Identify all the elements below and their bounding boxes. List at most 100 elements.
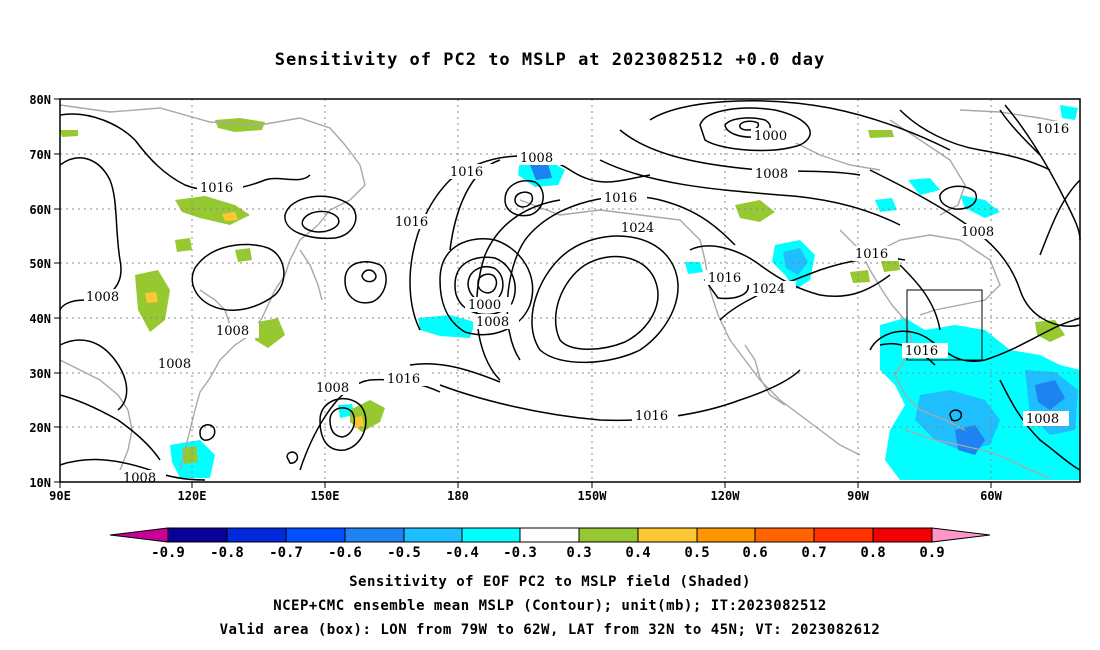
negative-sensitivity-area	[875, 198, 897, 212]
colorbar-label: 0.9	[919, 545, 944, 561]
contour-label: 1024	[621, 221, 654, 236]
lat-label: 10N	[29, 476, 51, 490]
contour-line	[899, 109, 1051, 171]
axis-ticks	[54, 98, 992, 488]
contour-line	[504, 180, 544, 217]
coastline	[59, 104, 366, 319]
contour-line	[59, 458, 206, 481]
contour-label: 1016	[450, 165, 483, 180]
contour-line	[59, 339, 128, 411]
lat-label: 50N	[29, 257, 51, 271]
lon-label: 90E	[49, 489, 71, 503]
positive-sensitivity-area	[735, 200, 775, 222]
contour-line	[599, 159, 901, 226]
colorbar-label: 0.7	[801, 545, 826, 561]
contour-line	[869, 169, 1081, 327]
coastline	[789, 139, 881, 171]
contour-line	[467, 266, 504, 304]
colorbar-swatch	[344, 527, 405, 543]
contour-label: 1008	[216, 324, 249, 339]
contour-line	[869, 317, 1081, 362]
coastline	[744, 344, 786, 406]
positive-sensitivity-area	[175, 196, 250, 225]
contour-label: 1008	[123, 471, 156, 486]
coastline	[59, 359, 133, 471]
colorbar-label: -0.5	[387, 545, 421, 561]
grid-lines	[60, 99, 1080, 482]
positive-sensitivity-area	[850, 270, 870, 283]
positive-sensitivity-area	[182, 446, 198, 464]
contour-line	[409, 155, 651, 331]
lon-label: 150E	[311, 489, 340, 503]
colorbar-label: 0.8	[860, 545, 885, 561]
colorbar-label: -0.9	[151, 545, 185, 561]
colorbar-label: -0.3	[503, 545, 537, 561]
contour-line	[361, 269, 377, 283]
contour-line	[699, 107, 811, 152]
contour-line	[301, 210, 340, 233]
contour-line	[286, 451, 299, 464]
contour-label: 1008	[316, 381, 349, 396]
negative-sensitivity-area	[530, 164, 552, 180]
contour-line	[284, 195, 357, 240]
caption-line-1: Sensitivity of EOF PC2 to MSLP field (Sh…	[349, 574, 751, 590]
coastline	[889, 119, 966, 216]
colorbar-swatch	[226, 527, 287, 543]
positive-sensitivity-area	[353, 416, 364, 428]
colorbar-label: 0.5	[684, 545, 709, 561]
coastline	[904, 429, 1051, 479]
contour-label: 1016	[855, 247, 888, 262]
negative-sensitivity-area	[908, 178, 940, 195]
colorbar-swatch	[285, 527, 346, 543]
contour-label: 1000	[754, 129, 787, 144]
contour-line	[949, 409, 963, 422]
lat-label: 70N	[29, 148, 51, 162]
contour-label: 1016	[905, 344, 938, 359]
contour-label: 1016	[604, 191, 637, 206]
contour-line	[191, 243, 285, 311]
contour-label: 1016	[200, 181, 233, 196]
colorbar-low-arrow	[109, 527, 169, 543]
contour-label: 1008	[961, 225, 994, 240]
negative-sensitivity-area	[960, 195, 1000, 218]
contour-label: 1008	[755, 167, 788, 182]
contour-label: 1000	[468, 298, 501, 313]
colorbar-swatch	[637, 527, 698, 543]
lon-label: 150W	[578, 489, 608, 503]
colorbar-label: -0.7	[269, 545, 303, 561]
longitude-labels: 90E 120E 150E 180 150W 120W 90W 60W	[49, 489, 1002, 503]
lon-label: 90W	[847, 489, 869, 503]
lon-label: 120W	[711, 489, 741, 503]
contour-line	[59, 113, 311, 192]
negative-sensitivity-area	[418, 315, 475, 338]
contour-line	[1039, 179, 1081, 256]
contour-line	[439, 238, 534, 336]
contour-line	[409, 362, 501, 383]
contour-line	[619, 129, 861, 176]
caption-line-3: Valid area (box): LON from 79W to 62W, L…	[219, 622, 881, 638]
lon-label: 120E	[178, 489, 207, 503]
lon-label: 180	[447, 489, 469, 503]
lat-label: 80N	[29, 93, 51, 107]
colorbar	[109, 527, 991, 543]
lon-label: 60W	[980, 489, 1002, 503]
coastline-layer	[59, 104, 1076, 479]
positive-sensitivity-area	[222, 212, 238, 221]
contour-line	[899, 264, 941, 331]
coastline	[519, 199, 861, 456]
map-title: Sensitivity of PC2 to MSLP at 2023082512…	[274, 50, 826, 70]
contour-line	[649, 100, 951, 151]
colorbar-high-arrow	[931, 527, 991, 543]
positive-sensitivity-area	[215, 118, 265, 132]
colorbar-swatch	[461, 527, 521, 543]
colorbar-label: 0.6	[742, 545, 767, 561]
contour-label: 1016	[1036, 122, 1069, 137]
contour-label: 1016	[708, 271, 741, 286]
contour-line	[454, 256, 516, 316]
contour-line	[59, 394, 161, 461]
contour-line	[999, 379, 1081, 471]
map-frame	[59, 98, 1081, 483]
positive-sensitivity-area	[868, 130, 894, 138]
lat-label: 40N	[29, 312, 51, 326]
